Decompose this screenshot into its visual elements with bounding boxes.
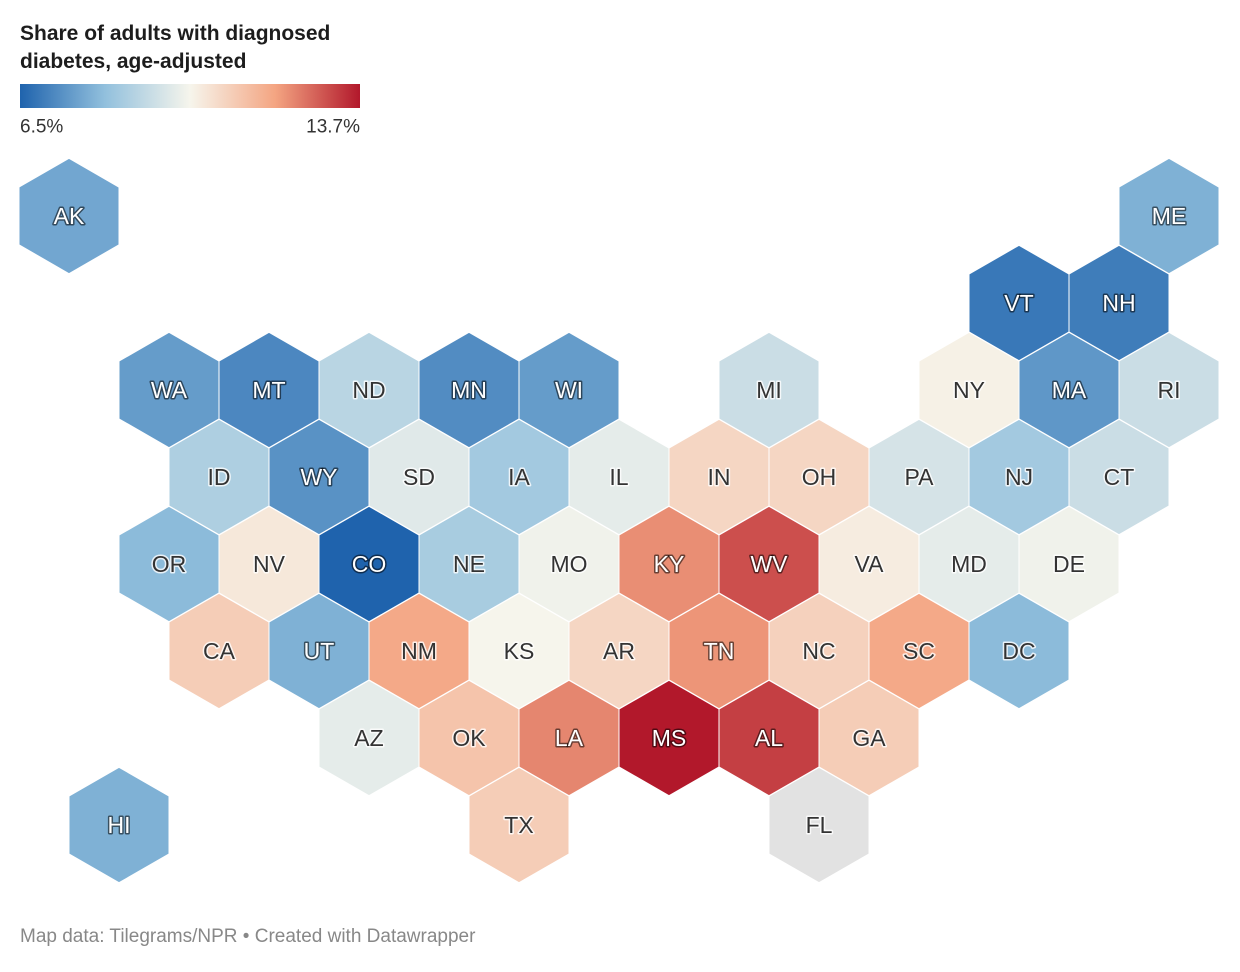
- state-hex: [68, 766, 170, 884]
- state-label: KY: [654, 551, 685, 577]
- legend-max-label: 13.7%: [306, 117, 360, 138]
- state-label: DE: [1053, 551, 1085, 577]
- state-label: NE: [453, 551, 485, 577]
- state-label: NY: [953, 377, 985, 403]
- state-label: SC: [903, 638, 935, 664]
- state-label: CA: [203, 638, 236, 664]
- state-label: TN: [704, 638, 735, 664]
- state-label: MT: [252, 377, 285, 403]
- state-label: IL: [609, 464, 628, 490]
- state-label: LA: [555, 725, 584, 751]
- state-label: TX: [504, 812, 533, 838]
- state-hex: [768, 766, 870, 884]
- state-label: WY: [300, 464, 337, 490]
- state-label: ID: [208, 464, 231, 490]
- state-label: NC: [802, 638, 835, 664]
- state-label: IA: [508, 464, 530, 490]
- state-label: MO: [550, 551, 587, 577]
- state-label: AZ: [354, 725, 383, 751]
- state-label: OR: [152, 551, 187, 577]
- state-label: MN: [451, 377, 487, 403]
- chart-title: Share of adults with diagnosed diabetes,…: [20, 22, 331, 73]
- footer: Map data: Tilegrams/NPR • Created with D…: [20, 926, 476, 947]
- state-label: MA: [1052, 377, 1087, 403]
- state-label: WV: [750, 551, 788, 577]
- state-label: IN: [708, 464, 731, 490]
- state-label: AL: [755, 725, 783, 751]
- legend-gradient: [20, 84, 360, 108]
- state-label: DC: [1002, 638, 1035, 664]
- state-label: NH: [1102, 290, 1135, 316]
- state-label: SD: [403, 464, 435, 490]
- state-label: MD: [951, 551, 987, 577]
- state-hex: [468, 766, 570, 884]
- state-hex: [18, 157, 120, 275]
- state-label: VA: [855, 551, 885, 577]
- state-label: UT: [304, 638, 335, 664]
- state-label: AK: [54, 203, 85, 229]
- state-label: MS: [652, 725, 687, 751]
- state-label: FL: [806, 812, 833, 838]
- state-label: WI: [555, 377, 583, 403]
- state-label: PA: [905, 464, 935, 490]
- state-label: NV: [253, 551, 286, 577]
- state-hex: [968, 592, 1070, 710]
- state-label: AR: [603, 638, 635, 664]
- state-label: MI: [756, 377, 782, 403]
- state-label: VT: [1004, 290, 1033, 316]
- state-label: ME: [1152, 203, 1187, 229]
- state-label: HI: [108, 812, 131, 838]
- state-label: CO: [352, 551, 387, 577]
- state-label: WA: [151, 377, 188, 403]
- state-label: NJ: [1005, 464, 1033, 490]
- state-label: NM: [401, 638, 437, 664]
- state-label: KS: [504, 638, 535, 664]
- state-label: CT: [1104, 464, 1135, 490]
- state-label: OK: [452, 725, 486, 751]
- state-label: ND: [352, 377, 385, 403]
- legend-min-label: 6.5%: [20, 117, 63, 138]
- state-label: GA: [852, 725, 886, 751]
- state-label: RI: [1158, 377, 1181, 403]
- state-label: OH: [802, 464, 837, 490]
